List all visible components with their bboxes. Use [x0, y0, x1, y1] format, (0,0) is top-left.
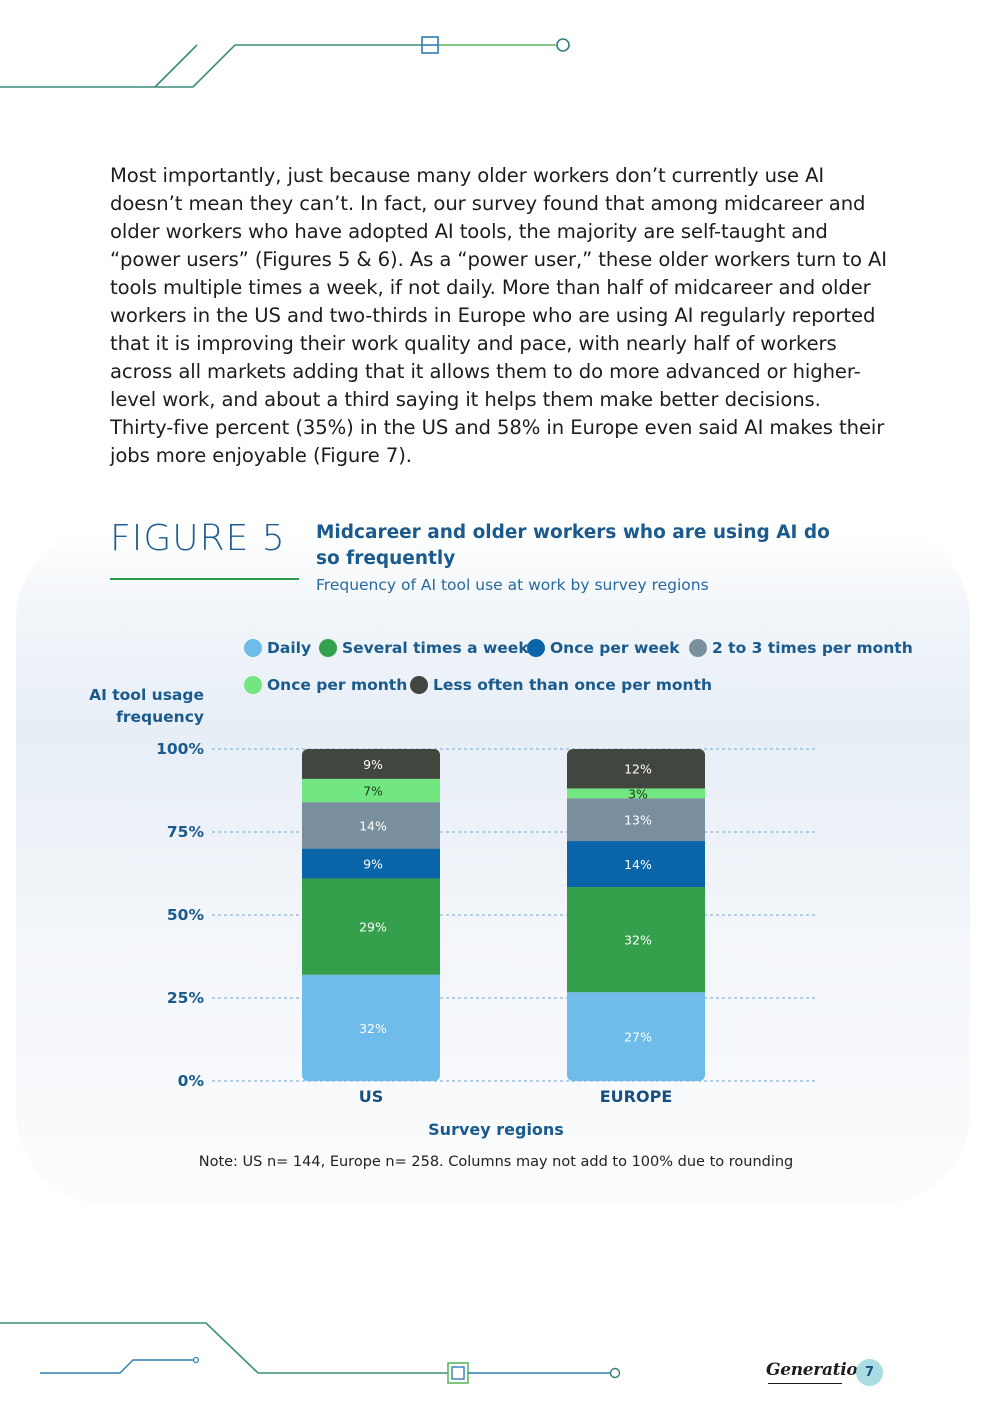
data-label: 9% [363, 857, 383, 872]
data-label: 7% [363, 784, 383, 799]
bar-segment [302, 974, 440, 1081]
x-tick-label: EUROPE [600, 1087, 673, 1106]
bar-segment [567, 798, 705, 842]
data-label: 3% [628, 786, 648, 801]
legend-swatch-several-times-a-week [319, 639, 337, 657]
legend-item-daily: Daily [244, 639, 311, 657]
generation-logo: Generation [766, 1360, 870, 1380]
legend-item-once-per-month: Once per month [244, 676, 407, 694]
y-tick-label: 50% [167, 906, 205, 924]
data-label: 9% [363, 757, 383, 772]
logo-underline [768, 1383, 842, 1384]
figure-label: FIGURE 5 [110, 518, 286, 559]
bar-segment [567, 992, 705, 1081]
data-label: 29% [359, 920, 387, 935]
chart-gridlines [212, 748, 818, 1082]
y-tick-label: 75% [167, 823, 205, 841]
bar-segment [567, 841, 705, 888]
bar-segment [302, 749, 440, 779]
y-tick-label: 0% [178, 1072, 205, 1090]
y-axis-title: AI tool usage [89, 686, 204, 704]
legend-label-less-often-than-once-per-month: Less often than once per month [433, 676, 713, 694]
figure-subtitle: Frequency of AI tool use at work by surv… [316, 576, 709, 594]
intro-paragraph: Most importantly, just because many olde… [110, 164, 887, 467]
bar-segment [567, 788, 705, 799]
legend-item-several-times-a-week: Several times a week [319, 639, 529, 657]
bar-us [302, 749, 440, 1081]
legend-swatch-2-to-3-times-per-month [689, 639, 707, 657]
data-label: 13% [624, 813, 652, 828]
figure-note: Note: US n= 144, Europe n= 258. Columns … [198, 1154, 794, 1170]
figure-label-rule [110, 578, 299, 580]
legend-label-once-per-week: Once per week [550, 639, 680, 657]
legend-swatch-once-per-week [527, 639, 545, 657]
y-tick-label: 25% [167, 989, 205, 1007]
legend-swatch-once-per-month [244, 676, 262, 694]
circuit-decoration-bottom [0, 1322, 621, 1384]
bar-segment [567, 749, 705, 789]
data-label: 32% [359, 1021, 387, 1036]
legend-label-2-to-3-times-per-month: 2 to 3 times per month [712, 639, 913, 657]
bar-segment [302, 778, 440, 803]
figure-title: Midcareer and older workers who are usin… [316, 522, 830, 569]
legend-item-less-often-than-once-per-month: Less often than once per month [410, 676, 712, 694]
bar-segment [302, 848, 440, 879]
data-label: 12% [624, 762, 652, 777]
data-label: 32% [624, 933, 652, 948]
chart-text: AI tool usage frequency 0% 25% 50% 75% 100% 32%… [89, 686, 672, 1139]
legend-label-daily: Daily [267, 639, 312, 657]
data-label: 14% [359, 818, 387, 833]
figure-panel [16, 528, 970, 1204]
x-tick-label: US [359, 1087, 384, 1106]
bar-europe [567, 749, 705, 1081]
legend-label-once-per-month: Once per month [267, 676, 408, 694]
legend-item-once-per-week: Once per week [527, 639, 680, 657]
x-axis-title: Survey regions [428, 1120, 564, 1139]
page-number: 7 [856, 1359, 883, 1386]
data-label: 14% [624, 857, 652, 872]
legend-swatch-daily [244, 639, 262, 657]
bar-segment [302, 878, 440, 975]
data-label: 27% [624, 1030, 652, 1045]
legend-label-several-times-a-week: Several times a week [342, 639, 529, 657]
chart-bars [302, 749, 705, 1081]
legend-item-2-to-3-times-per-month: 2 to 3 times per month [689, 639, 913, 657]
bar-segment [567, 887, 705, 993]
y-axis-title: frequency [116, 708, 204, 726]
bar-segment [302, 802, 440, 849]
y-tick-label: 100% [156, 740, 204, 758]
legend-swatch-less-often-than-once-per-month [410, 676, 428, 694]
circuit-decoration-top [0, 36, 570, 88]
